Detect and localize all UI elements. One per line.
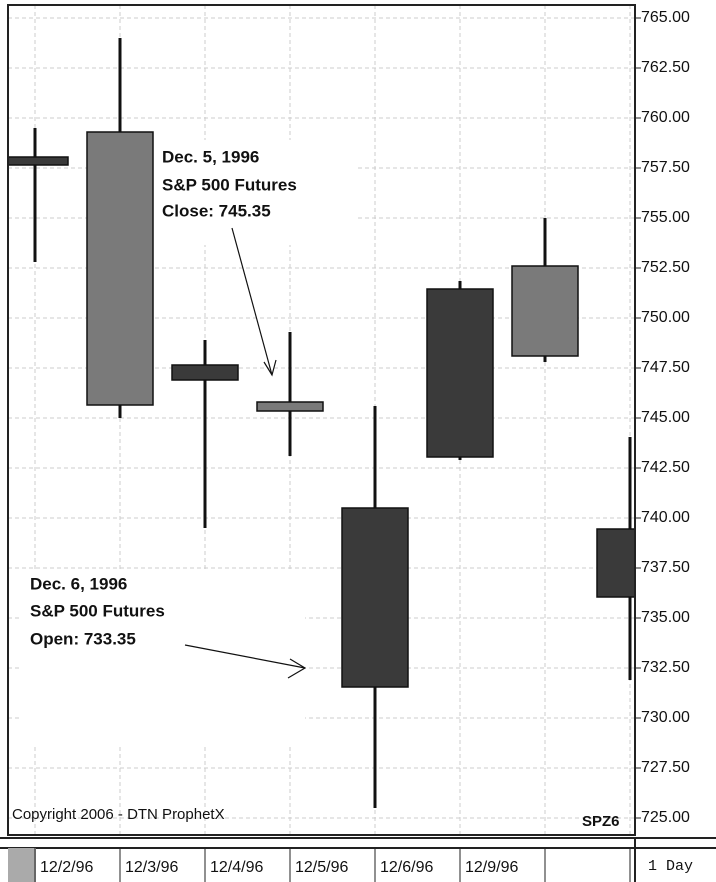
candle-body	[86, 131, 154, 406]
y-tick-label: 752.50	[641, 259, 690, 276]
x-tick-label: 12/5/96	[295, 859, 348, 876]
y-tick-label: 742.50	[641, 459, 690, 476]
y-tick-label: 747.50	[641, 359, 690, 376]
x-tick-label: 12/3/96	[125, 859, 178, 876]
candle-body	[596, 528, 635, 598]
annotation-text: Dec. 6, 1996	[30, 574, 127, 593]
y-tick-label: 760.00	[641, 109, 690, 126]
candle-body	[256, 401, 324, 412]
annotation-box	[155, 140, 358, 245]
y-tick-label: 762.50	[641, 59, 690, 76]
y-tick-label: 737.50	[641, 559, 690, 576]
candle-body	[171, 364, 239, 381]
annotation-text: S&P 500 Futures	[162, 175, 297, 194]
y-tick-label: 750.00	[641, 309, 690, 326]
annotation-arrow	[184, 644, 306, 669]
y-tick-label: 730.00	[641, 709, 690, 726]
x-axis-stub	[8, 848, 36, 882]
y-tick-label: 725.00	[641, 809, 690, 826]
annotation-text: Dec. 5, 1996	[162, 147, 259, 166]
annotation-text: Open: 733.35	[30, 629, 136, 648]
arrow-head	[287, 658, 307, 679]
copyright: Copyright 2006 - DTN ProphetX	[12, 806, 225, 823]
y-tick-label: 757.50	[641, 159, 690, 176]
annotation-box	[22, 570, 305, 745]
y-tick-label: 740.00	[641, 509, 690, 526]
x-tick-label: 12/6/96	[380, 859, 433, 876]
y-tick-label: 735.00	[641, 609, 690, 626]
annotation-arrow	[231, 227, 273, 376]
candle-body	[8, 156, 69, 166]
symbol: SPZ6	[582, 813, 620, 830]
y-tick-label: 755.00	[641, 209, 690, 226]
x-tick-label: 12/9/96	[465, 859, 518, 876]
candle-body	[511, 265, 579, 357]
plot-frame	[7, 4, 636, 836]
candle-body	[341, 507, 409, 688]
arrow-head	[263, 359, 277, 377]
interval: 1 Day	[648, 858, 693, 875]
x-tick-label: 12/4/96	[210, 859, 263, 876]
y-tick-label: 765.00	[641, 9, 690, 26]
annotation-text: Close: 745.35	[162, 201, 271, 220]
annotation-text: S&P 500 Futures	[30, 601, 165, 620]
y-tick-label: 727.50	[641, 759, 690, 776]
y-tick-label: 732.50	[641, 659, 690, 676]
x-tick-label: 12/2/96	[40, 859, 93, 876]
y-tick-label: 745.00	[641, 409, 690, 426]
candle-body	[426, 288, 494, 458]
